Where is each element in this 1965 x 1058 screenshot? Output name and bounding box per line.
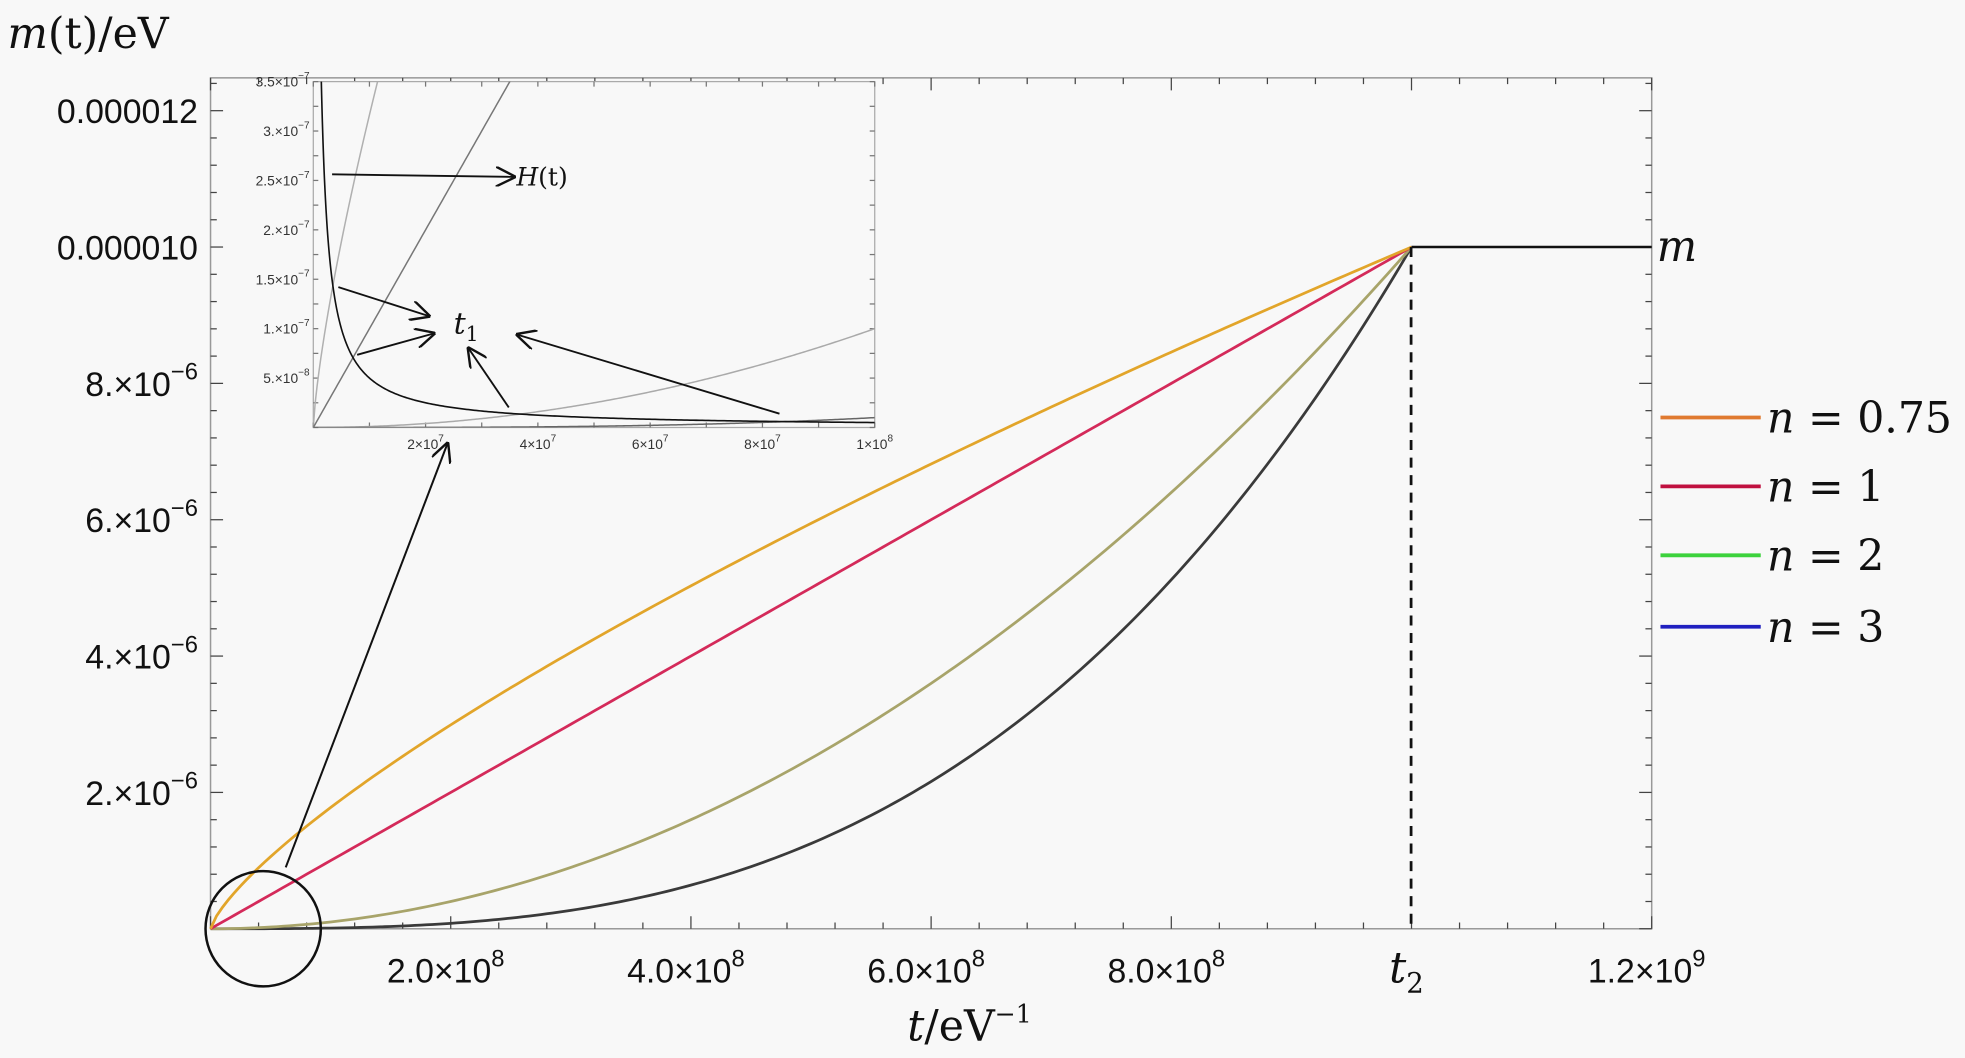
y-tick-label: 0.000012 — [57, 93, 198, 131]
legend-item: n = 1 — [1660, 462, 1884, 512]
inset-x-tick-label: 4×107 — [520, 433, 557, 452]
y-tick-labels: 0.000012 0.000010 8.×10−6 6.×10−6 4.×10−6 2.×… — [57, 93, 198, 813]
hubble-curve — [320, 81, 875, 424]
inset-series-n-1 — [313, 81, 511, 428]
inset-x-tick-label: 1×108 — [856, 433, 893, 452]
x-tick-labels: 2.0×108 4.0×108 6.0×108 8.0×108 t2 1.2×109 — [387, 944, 1706, 1000]
inset-y-tick-label: 3.×10−7 — [263, 121, 310, 140]
plateau-label-m: m — [1657, 222, 1697, 272]
zoom-arrow — [284, 444, 448, 868]
t1-arrow-3 — [469, 349, 510, 408]
inset-chart: 3.5×10−7 3.×10−7 2.5×10−7 2.×10−7 1.5×10−7 1.… — [256, 71, 894, 452]
legend-label: n = 3 — [1767, 603, 1884, 653]
inset-y-tick-label: 2.×10−7 — [263, 219, 310, 238]
inset-tick-labels: 3.5×10−7 3.×10−7 2.5×10−7 2.×10−7 1.5×10−7 1.… — [256, 71, 894, 452]
legend-label: n = 2 — [1767, 531, 1884, 581]
legend: n = 0.75 n = 1 n = 2 n = 3 — [1660, 394, 1952, 653]
t1-arrow-1 — [338, 286, 428, 316]
legend-item: n = 3 — [1660, 603, 1884, 653]
y-tick-label: 8.×10−6 — [85, 359, 198, 404]
x-tick-label: t2 — [1389, 944, 1424, 1000]
hubble-arrow — [332, 174, 514, 177]
series-line-n-2 — [210, 246, 1413, 931]
y-tick-label: 0.000010 — [57, 230, 198, 268]
inset-ticks — [312, 80, 876, 429]
inset-x-tick-label: 2×107 — [407, 433, 444, 452]
inset-y-tick-label: 1.5×10−7 — [256, 269, 310, 288]
x-axis-label: t/eV−1 — [907, 1000, 1031, 1052]
y-tick-label: 6.×10−6 — [85, 495, 198, 540]
legend-label: n = 1 — [1767, 462, 1884, 512]
t1-label: t1 — [454, 307, 479, 347]
inset-series-n-2 — [313, 327, 875, 428]
legend-item: n = 0.75 — [1660, 394, 1952, 444]
x-tick-label: 6.0×108 — [867, 945, 985, 990]
x-tick-label: 8.0×108 — [1107, 945, 1225, 990]
inset-y-tick-label: 1.×10−7 — [263, 318, 310, 337]
legend-item: n = 2 — [1660, 531, 1884, 581]
zoom-circle — [204, 869, 323, 988]
inset-y-tick-label: 5.×10−8 — [263, 368, 310, 387]
main-curves — [209, 245, 1652, 931]
series-line-n-0.75 — [209, 245, 1413, 930]
legend-label: n = 0.75 — [1767, 394, 1952, 444]
inset-x-tick-label: 6×107 — [632, 433, 669, 452]
inset-curves — [313, 81, 875, 428]
y-axis-label: m(t)/eV — [8, 9, 170, 59]
x-tick-label: 2.0×108 — [387, 945, 505, 990]
x-tick-label: 4.0×108 — [627, 945, 745, 990]
inset-y-tick-label: 3.5×10−7 — [256, 71, 310, 90]
series-line-n-3 — [210, 246, 1413, 931]
t1-arrow-2 — [356, 334, 433, 356]
inset-x-tick-label: 8×107 — [744, 433, 781, 452]
x-tick-label: 1.2×109 — [1588, 945, 1706, 990]
hubble-label: H(t) — [515, 163, 567, 192]
series-line-n-1 — [209, 245, 1413, 930]
inset-frame — [312, 80, 876, 429]
t1-arrow-4 — [518, 335, 780, 415]
inset-y-tick-label: 2.5×10−7 — [256, 170, 310, 189]
y-tick-label: 2.×10−6 — [85, 768, 198, 813]
y-tick-label: 4.×10−6 — [85, 631, 198, 676]
